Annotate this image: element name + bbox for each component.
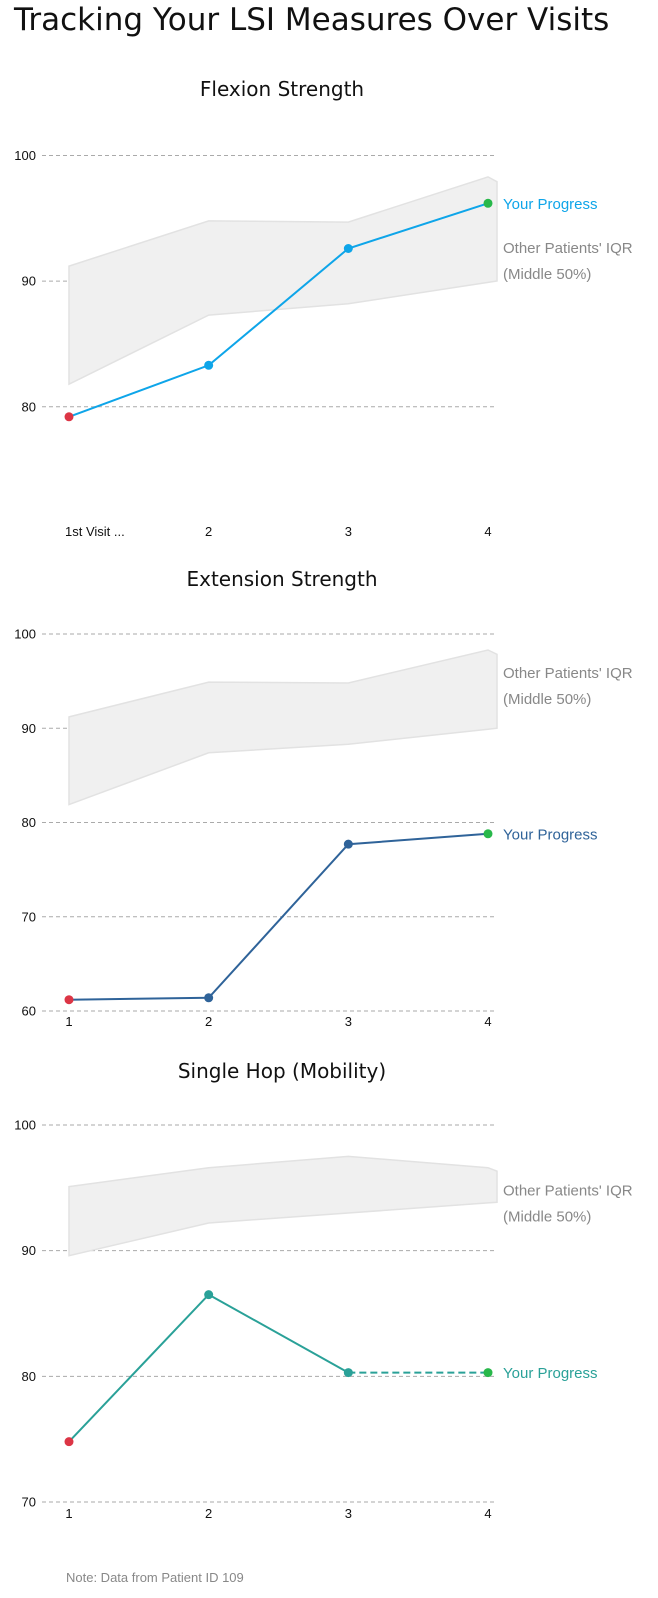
c2-data-point-4: [483, 1368, 493, 1378]
c1-iqr-label-line1: Other Patients' IQR: [503, 665, 633, 682]
c0-series-line: [68, 202, 489, 418]
extension-strength-chart: Extension Strength 60 70 80 90 100 1 2 3 4 Your Pr…: [14, 567, 633, 1029]
footnote: Note: Data from Patient ID 109: [66, 1570, 244, 1585]
c2-x-tick-label-4: 4: [484, 1506, 491, 1521]
c2-data-point-3: [343, 1368, 353, 1378]
c2-iqr-band: [68, 1155, 498, 1257]
c0-chart-title: Flexion Strength: [200, 77, 364, 101]
c0-data-point-3: [343, 244, 353, 254]
c2-x-tick-label-3: 3: [345, 1506, 352, 1521]
c1-iqr-band: [68, 649, 498, 806]
c1-y-tick-label-80: 80: [22, 815, 36, 830]
c1-data-point-3: [343, 839, 353, 849]
c1-iqr-label-line2: (Middle 50%): [503, 691, 591, 708]
c2-iqr-label-line1: Other Patients' IQR: [503, 1183, 633, 1200]
c0-data-point-1: [64, 412, 74, 422]
c0-your-progress-label: Your Progress: [503, 196, 598, 213]
c0-iqr-label-line1: Other Patients' IQR: [503, 240, 633, 257]
c0-data-point-4: [483, 198, 493, 208]
c0-x-tick-label-2: 2: [205, 524, 212, 539]
c0-y-tick-label-90: 90: [22, 274, 36, 289]
c2-chart-title: Single Hop (Mobility): [178, 1059, 386, 1083]
c1-y-tick-label-100: 100: [14, 627, 36, 642]
c1-series-line: [68, 832, 489, 1001]
c2-y-tick-label-90: 90: [22, 1243, 36, 1258]
c0-data-point-2: [204, 360, 214, 370]
c2-data-point-1: [64, 1437, 74, 1447]
c1-y-tick-label-90: 90: [22, 721, 36, 736]
single-hop-chart: Single Hop (Mobility) 70 80 90 100 1 2 3 4 Your P…: [14, 1059, 633, 1521]
c1-data-point-1: [64, 995, 74, 1005]
c1-data-point-4: [483, 829, 493, 839]
c0-iqr-label-line2: (Middle 50%): [503, 266, 591, 283]
c2-y-tick-label-100: 100: [14, 1118, 36, 1133]
c2-y-tick-label-80: 80: [22, 1369, 36, 1384]
c1-y-tick-label-60: 60: [22, 1004, 36, 1019]
c2-series-line: [68, 1293, 349, 1443]
c0-y-tick-label-100: 100: [14, 148, 36, 163]
c0-iqr-band: [68, 176, 498, 386]
c2-x-tick-label-2: 2: [205, 1506, 212, 1521]
flexion-strength-chart: Flexion Strength 80 90 100 1st Visit ... 2 3 4 Y…: [14, 77, 633, 539]
c1-x-tick-label-4: 4: [484, 1014, 491, 1029]
c1-y-tick-label-70: 70: [22, 909, 36, 924]
c2-your-progress-label: Your Progress: [503, 1365, 598, 1382]
c0-y-tick-label-80: 80: [22, 399, 36, 414]
c1-x-tick-label-2: 2: [205, 1014, 212, 1029]
c0-x-tick-label-1: 1st Visit ...: [65, 524, 125, 539]
c0-x-tick-label-4: 4: [484, 524, 491, 539]
c2-data-point-2: [204, 1290, 214, 1300]
c2-iqr-label-line2: (Middle 50%): [503, 1209, 591, 1226]
c2-x-tick-label-1: 1: [65, 1506, 72, 1521]
c2-y-tick-label-70: 70: [22, 1495, 36, 1510]
c1-your-progress-label: Your Progress: [503, 826, 598, 843]
c1-data-point-2: [204, 993, 214, 1003]
c1-x-tick-label-1: 1: [65, 1014, 72, 1029]
page-title: Tracking Your LSI Measures Over Visits: [14, 2, 610, 38]
c1-x-tick-label-3: 3: [345, 1014, 352, 1029]
c0-x-tick-label-3: 3: [345, 524, 352, 539]
c1-chart-title: Extension Strength: [186, 567, 377, 591]
